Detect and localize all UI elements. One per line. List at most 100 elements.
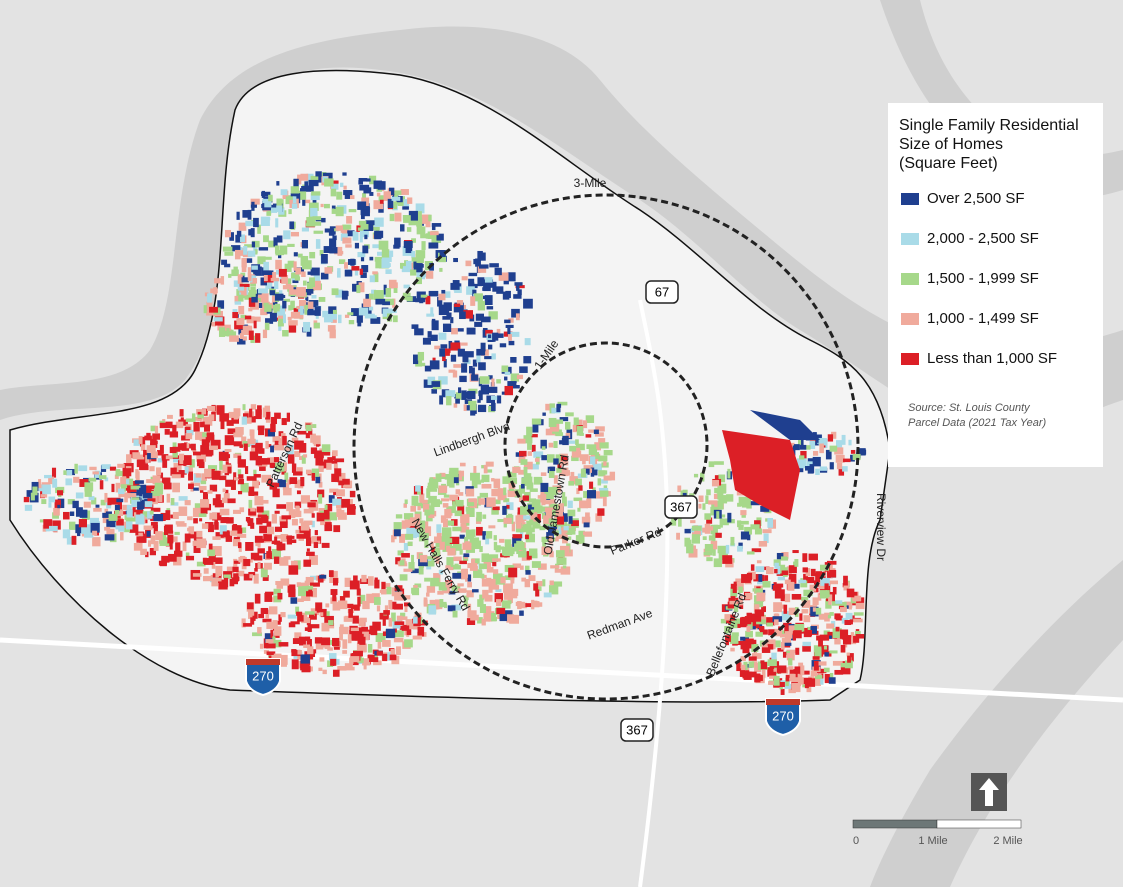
parcel xyxy=(236,211,240,220)
parcel xyxy=(261,293,269,303)
parcel xyxy=(829,462,834,470)
parcel xyxy=(520,506,530,515)
parcel xyxy=(803,589,813,597)
parcel xyxy=(130,485,141,490)
parcel xyxy=(677,485,682,493)
parcel xyxy=(212,536,221,540)
parcel xyxy=(765,518,769,522)
parcel xyxy=(237,469,242,477)
parcel xyxy=(296,305,300,310)
parcel xyxy=(738,524,744,530)
parcel xyxy=(212,557,223,564)
parcel xyxy=(75,492,84,499)
parcel xyxy=(193,451,201,456)
parcel xyxy=(422,521,429,530)
parcel xyxy=(290,287,299,292)
parcel xyxy=(459,462,466,467)
parcel xyxy=(252,615,256,621)
highway xyxy=(638,299,670,887)
parcel xyxy=(761,589,766,596)
parcel xyxy=(347,634,352,644)
parcel xyxy=(371,593,380,601)
parcel xyxy=(557,456,568,462)
parcel xyxy=(435,473,442,482)
parcel xyxy=(346,506,356,515)
parcel xyxy=(756,592,766,602)
parcel xyxy=(428,290,439,297)
parcel xyxy=(256,506,264,513)
parcel xyxy=(305,469,312,475)
parcel xyxy=(291,272,300,279)
parcel xyxy=(541,525,546,530)
parcel xyxy=(286,502,294,512)
parcel xyxy=(271,286,275,291)
parcel xyxy=(730,536,735,546)
parcel xyxy=(458,588,466,593)
parcel xyxy=(223,324,231,331)
parcel xyxy=(237,478,244,485)
parcel xyxy=(408,522,417,531)
parcel xyxy=(754,609,765,617)
parcel xyxy=(178,496,188,501)
parcel xyxy=(200,480,207,485)
parcel xyxy=(247,209,252,220)
parcel xyxy=(276,198,282,207)
parcel xyxy=(301,455,306,464)
parcel xyxy=(382,653,388,662)
parcel xyxy=(494,593,504,603)
parcel xyxy=(136,459,146,468)
parcel xyxy=(784,683,792,689)
parcel xyxy=(449,467,459,478)
parcel xyxy=(461,276,468,281)
parcel xyxy=(280,521,288,529)
parcel xyxy=(521,477,529,485)
parcel xyxy=(325,522,332,526)
parcel xyxy=(175,542,181,552)
parcel xyxy=(238,222,247,231)
parcel xyxy=(510,357,517,363)
parcel xyxy=(62,529,71,539)
parcel xyxy=(533,451,544,458)
parcel xyxy=(415,250,426,259)
parcel xyxy=(777,647,784,652)
parcel xyxy=(198,513,207,517)
parcel xyxy=(461,363,468,373)
parcel xyxy=(844,660,853,669)
parcel xyxy=(290,597,298,604)
parcel xyxy=(818,637,823,647)
parcel xyxy=(243,558,251,567)
parcel xyxy=(406,527,416,537)
parcel xyxy=(834,447,844,455)
parcel xyxy=(824,583,829,591)
parcel xyxy=(448,340,453,351)
parcel xyxy=(453,473,459,484)
parcel xyxy=(273,556,280,564)
parcel xyxy=(330,589,338,595)
parcel xyxy=(187,516,193,521)
parcel xyxy=(708,461,715,468)
parcel xyxy=(239,234,245,243)
parcel xyxy=(558,503,564,513)
parcel xyxy=(730,620,738,629)
parcel xyxy=(441,527,452,538)
parcel xyxy=(319,612,324,617)
parcel xyxy=(357,227,364,231)
parcel xyxy=(428,242,439,249)
parcel xyxy=(403,602,411,607)
parcel xyxy=(237,533,247,538)
parcel xyxy=(273,457,280,463)
parcel xyxy=(561,437,568,442)
parcel xyxy=(496,395,502,404)
parcel xyxy=(250,447,259,454)
parcel xyxy=(509,614,520,624)
parcel xyxy=(480,316,491,323)
parcel xyxy=(209,484,218,492)
parcel xyxy=(196,454,207,462)
parcel xyxy=(173,467,177,478)
parcel xyxy=(430,577,440,587)
parcel xyxy=(481,553,489,563)
parcel xyxy=(755,631,763,637)
parcel xyxy=(247,438,256,445)
parcel xyxy=(411,251,416,259)
parcel xyxy=(360,272,367,278)
